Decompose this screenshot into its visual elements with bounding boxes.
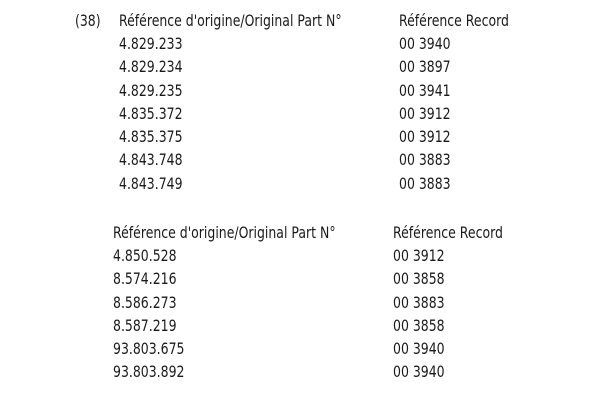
table-row: 4.835.372 00 3912	[0, 104, 600, 127]
table-row: 93.803.892 00 3940	[0, 362, 600, 385]
record-reference: 00 3940	[393, 339, 445, 359]
table-row: 8.574.216 00 3858	[0, 269, 600, 292]
record-reference: 00 3940	[399, 34, 451, 53]
record-reference: 00 3858	[393, 315, 445, 335]
table-row: 4.850.528 00 3912	[0, 246, 600, 269]
table-row: 93.803.675 00 3940	[0, 339, 600, 362]
record-reference: 00 3941	[399, 80, 451, 100]
record-reference: 00 3897	[399, 57, 451, 77]
table-row: 4.829.233 00 3940	[0, 34, 600, 57]
table-row: 4.843.749 00 3883	[0, 174, 600, 197]
original-part-number: 4.835.372	[119, 103, 183, 123]
record-reference: 00 3940	[393, 362, 445, 382]
record-reference: 00 3912	[399, 103, 451, 123]
table-row: 4.835.375 00 3912	[0, 127, 600, 150]
record-reference: 00 3883	[399, 173, 451, 193]
original-part-number: 93.803.892	[113, 362, 185, 382]
record-reference: 00 3912	[393, 246, 445, 265]
original-part-number: 4.829.233	[119, 34, 183, 53]
original-part-number: 4.843.749	[119, 173, 183, 193]
original-part-number: 8.586.273	[113, 292, 177, 312]
original-part-number: 4.850.528	[113, 246, 177, 265]
original-part-number: 8.587.219	[113, 315, 177, 335]
original-part-number: 93.803.675	[113, 339, 185, 359]
table-row: 8.586.273 00 3883	[0, 293, 600, 316]
header-record-ref: Référence Record	[393, 223, 503, 242]
table-row: 4.843.748 00 3883	[0, 150, 600, 173]
header-original-part: Référence d'origine/Original Part N°	[119, 11, 342, 30]
table-row: 4.829.234 00 3897	[0, 57, 600, 80]
original-part-number: 8.574.216	[113, 269, 177, 289]
header-original-part: Référence d'origine/Original Part N°	[113, 223, 336, 242]
record-reference: 00 3883	[399, 150, 451, 170]
table-row: 8.587.219 00 3858	[0, 316, 600, 339]
table-rows: 4.850.528 00 3912 8.574.216 00 3858 8.586.27…	[0, 246, 600, 386]
header-record-ref: Référence Record	[399, 11, 509, 30]
original-part-number: 4.829.235	[119, 80, 183, 100]
table-rows: 4.829.233 00 3940 4.829.234 00 3897 4.829.23…	[0, 34, 600, 197]
original-part-number: 4.843.748	[119, 150, 183, 170]
record-reference: 00 3912	[399, 127, 451, 147]
table-row: 4.829.235 00 3941	[0, 81, 600, 104]
section-number: (38)	[75, 11, 101, 30]
record-reference: 00 3883	[393, 292, 445, 312]
original-part-number: 4.829.234	[119, 57, 183, 77]
original-part-number: 4.835.375	[119, 127, 183, 147]
record-reference: 00 3858	[393, 269, 445, 289]
